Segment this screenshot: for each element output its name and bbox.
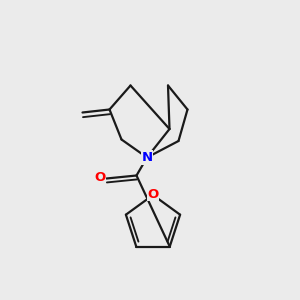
Text: N: N [141, 151, 153, 164]
Text: O: O [94, 171, 106, 184]
Text: O: O [147, 188, 159, 201]
